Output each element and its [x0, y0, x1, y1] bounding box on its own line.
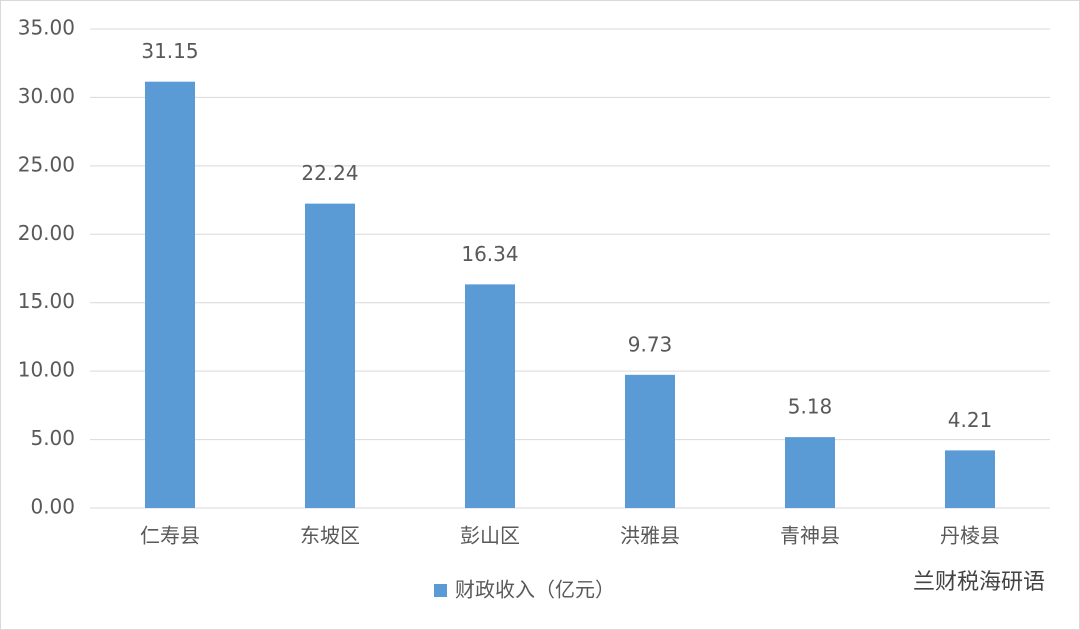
y-tick-label: 25.00 [18, 152, 75, 176]
x-tick-label: 东坡区 [300, 524, 360, 548]
bar [785, 437, 835, 508]
y-tick-label: 10.00 [18, 358, 75, 382]
x-tick-label: 彭山区 [460, 524, 520, 548]
legend-swatch [434, 584, 447, 597]
x-tick-label: 洪雅县 [620, 524, 680, 548]
data-label: 22.24 [301, 161, 358, 185]
data-label: 31.15 [141, 39, 198, 63]
data-label: 5.18 [788, 395, 833, 419]
y-tick-label: 0.00 [30, 495, 75, 519]
legend-label: 财政收入（亿元） [455, 578, 615, 602]
y-tick-label: 35.00 [18, 16, 75, 40]
x-tick-label: 丹棱县 [940, 524, 1000, 548]
bar [305, 203, 355, 509]
x-tick-label: 仁寿县 [140, 524, 200, 548]
bar [945, 450, 995, 508]
data-label: 16.34 [461, 242, 518, 266]
x-tick-label: 青神县 [780, 524, 840, 548]
y-tick-label: 20.00 [18, 221, 75, 245]
bar [625, 374, 675, 508]
y-tick-label: 15.00 [18, 289, 75, 313]
watermark: 兰财税海研语 [913, 570, 1045, 595]
bar [145, 81, 195, 508]
y-tick-label: 5.00 [30, 426, 75, 450]
y-tick-label: 30.00 [18, 84, 75, 108]
bar [465, 284, 515, 508]
data-label: 4.21 [948, 408, 993, 432]
data-label: 9.73 [628, 332, 673, 356]
